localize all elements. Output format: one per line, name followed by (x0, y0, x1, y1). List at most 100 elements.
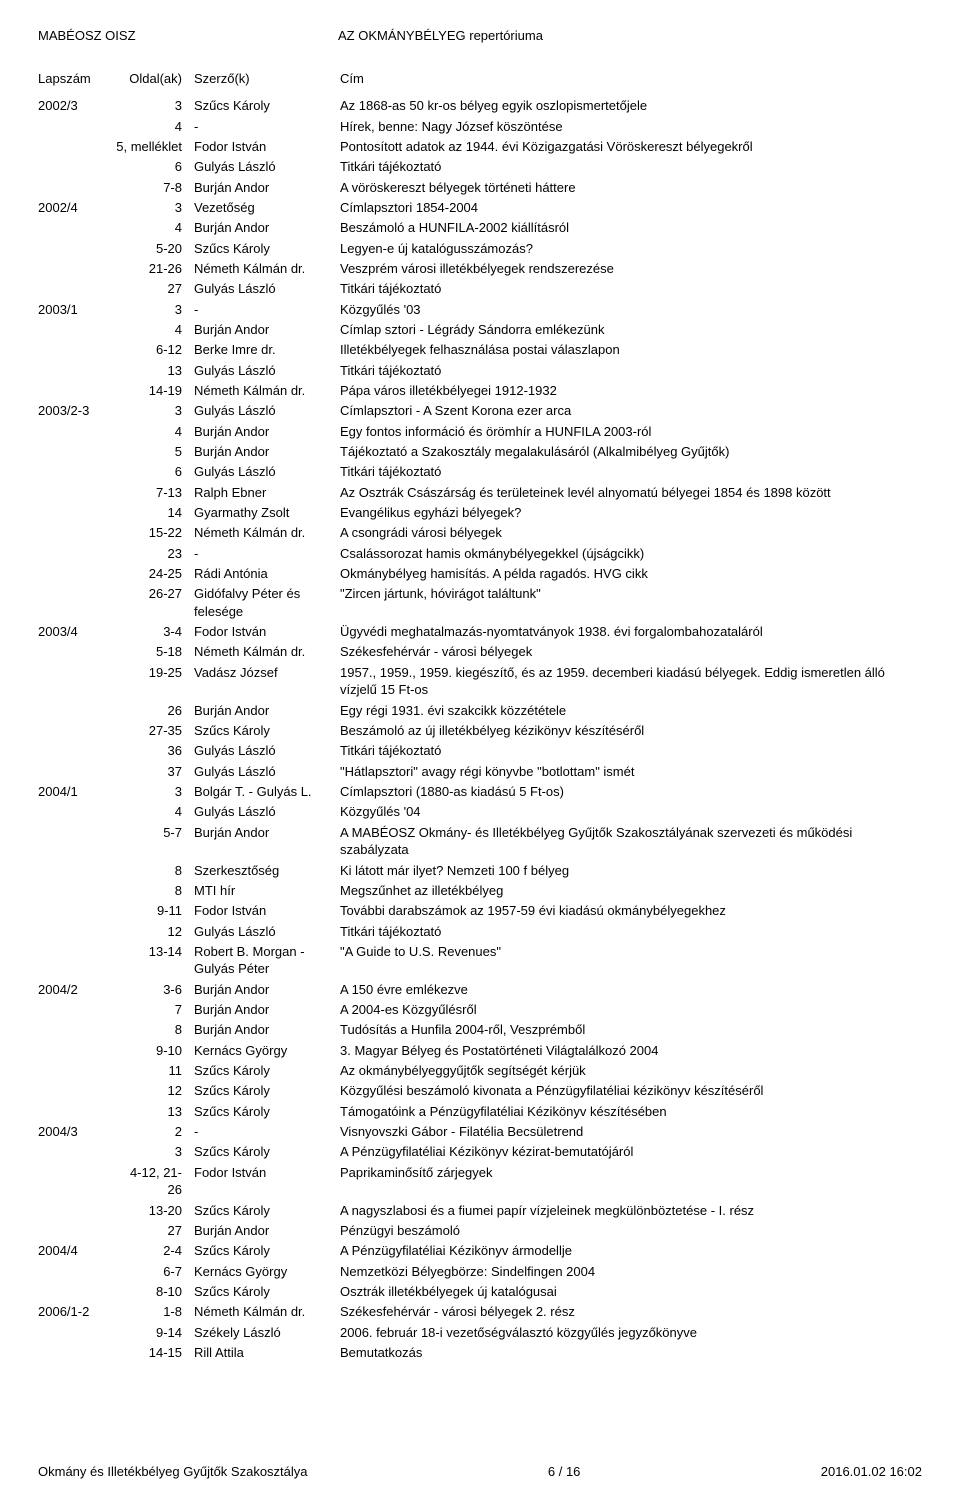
cell-szerzo: Gulyás László (194, 921, 340, 941)
cell-lapszam: 2006/1-2 (38, 1302, 116, 1322)
cell-oldal: 27-35 (116, 721, 194, 741)
cell-szerzo: Németh Kálmán dr. (194, 642, 340, 662)
cell-szerzo: Burján Andor (194, 700, 340, 720)
cell-szerzo: MTI hír (194, 880, 340, 900)
cell-lapszam (38, 238, 116, 258)
cell-oldal: 5, melléklet (116, 137, 194, 157)
cell-oldal: 13 (116, 1101, 194, 1121)
cell-szerzo: Németh Kálmán dr. (194, 523, 340, 543)
table-row: 4Burján AndorEgy fontos információ és ör… (38, 421, 922, 441)
cell-oldal: 6-7 (116, 1261, 194, 1281)
cell-szerzo: Burján Andor (194, 442, 340, 462)
cell-lapszam (38, 860, 116, 880)
table-row: 7-13Ralph EbnerAz Osztrák Császárság és … (38, 482, 922, 502)
cell-lapszam (38, 1281, 116, 1301)
cell-oldal: 4 (116, 116, 194, 136)
table-row: 8Burján AndorTudósítás a Hunfila 2004-rő… (38, 1020, 922, 1040)
cell-lapszam: 2003/4 (38, 622, 116, 642)
cell-oldal: 13-14 (116, 941, 194, 979)
table-row: 13Szűcs KárolyTámogatóink a Pénzügyfilat… (38, 1101, 922, 1121)
cell-oldal: 7-13 (116, 482, 194, 502)
cell-oldal: 9-11 (116, 901, 194, 921)
cell-szerzo: Gulyás László (194, 761, 340, 781)
table-row: 6-7Kernács GyörgyNemzetközi Bélyegbörze:… (38, 1261, 922, 1281)
cell-oldal: 7 (116, 1000, 194, 1020)
cell-szerzo: Rill Attila (194, 1342, 340, 1362)
cell-szerzo: Németh Kálmán dr. (194, 259, 340, 279)
cell-cim: Címlap sztori - Légrády Sándorra emlékez… (340, 320, 922, 340)
cell-lapszam (38, 279, 116, 299)
cell-oldal: 13 (116, 360, 194, 380)
cell-oldal: 9-14 (116, 1322, 194, 1342)
footer-center: 6 / 16 (548, 1464, 581, 1479)
cell-szerzo: Burján Andor (194, 822, 340, 860)
cell-oldal: 23 (116, 543, 194, 563)
cell-oldal: 9-10 (116, 1040, 194, 1060)
cell-lapszam: 2003/1 (38, 299, 116, 319)
table-row: 5, mellékletFodor IstvánPontosított adat… (38, 137, 922, 157)
cell-lapszam (38, 482, 116, 502)
cell-szerzo: Kernács György (194, 1040, 340, 1060)
cell-szerzo: Szerkesztőség (194, 860, 340, 880)
cell-lapszam (38, 177, 116, 197)
cell-oldal: 21-26 (116, 259, 194, 279)
cell-szerzo: Szűcs Károly (194, 1061, 340, 1081)
cell-szerzo: Szűcs Károly (194, 1241, 340, 1261)
cell-szerzo: Székely László (194, 1322, 340, 1342)
cell-oldal: 5 (116, 442, 194, 462)
table-row: 36Gulyás LászlóTitkári tájékoztató (38, 741, 922, 761)
table-row: 14-15Rill AttilaBemutatkozás (38, 1342, 922, 1362)
cell-lapszam: 2003/2-3 (38, 401, 116, 421)
cell-cim: Ki látott már ilyet? Nemzeti 100 f bélye… (340, 860, 922, 880)
table-row: 7Burján AndorA 2004-es Közgyűlésről (38, 1000, 922, 1020)
cell-oldal: 27 (116, 279, 194, 299)
cell-oldal: 3 (116, 401, 194, 421)
cell-oldal: 8-10 (116, 1281, 194, 1301)
cell-lapszam (38, 1000, 116, 1020)
cell-lapszam (38, 1020, 116, 1040)
cell-cim: "A Guide to U.S. Revenues" (340, 941, 922, 979)
header-right: AZ OKMÁNYBÉLYEG repertóriuma (338, 28, 543, 43)
cell-szerzo: Vezetőség (194, 198, 340, 218)
cell-lapszam: 2004/3 (38, 1122, 116, 1142)
table-row: 2004/13Bolgár T. - Gulyás L.Címlapsztori… (38, 782, 922, 802)
col-header-cim: Cím (340, 71, 922, 86)
cell-oldal: 3 (116, 299, 194, 319)
header-left: MABÉOSZ OISZ (38, 28, 338, 43)
cell-lapszam (38, 662, 116, 700)
cell-oldal: 11 (116, 1061, 194, 1081)
cell-oldal: 5-18 (116, 642, 194, 662)
cell-lapszam (38, 462, 116, 482)
cell-cim: Tájékoztató a Szakosztály megalakulásáró… (340, 442, 922, 462)
cell-szerzo: Burján Andor (194, 177, 340, 197)
cell-oldal: 4 (116, 320, 194, 340)
cell-cim: Közgyűlés '03 (340, 299, 922, 319)
cell-szerzo: Burján Andor (194, 1000, 340, 1020)
cell-cim: További darabszámok az 1957-59 évi kiadá… (340, 901, 922, 921)
cell-lapszam (38, 700, 116, 720)
table-row: 2002/43VezetőségCímlapsztori 1854-2004 (38, 198, 922, 218)
cell-szerzo: Fodor István (194, 1162, 340, 1200)
cell-cim: Nemzetközi Bélyegbörze: Sindelfingen 200… (340, 1261, 922, 1281)
cell-cim: Székesfehérvár - városi bélyegek (340, 642, 922, 662)
cell-cim: Okmánybélyeg hamisítás. A példa ragadós.… (340, 564, 922, 584)
cell-cim: Egy régi 1931. évi szakcikk közzététele (340, 700, 922, 720)
cell-szerzo: Szűcs Károly (194, 96, 340, 116)
cell-oldal: 3-6 (116, 979, 194, 999)
cell-lapszam (38, 584, 116, 622)
table-row: 6-12Berke Imre dr.Illetékbélyegek felhas… (38, 340, 922, 360)
cell-lapszam (38, 523, 116, 543)
cell-lapszam (38, 802, 116, 822)
cell-lapszam (38, 218, 116, 238)
cell-cim: A 2004-es Közgyűlésről (340, 1000, 922, 1020)
cell-lapszam (38, 340, 116, 360)
cell-oldal: 7-8 (116, 177, 194, 197)
cell-oldal: 14-19 (116, 381, 194, 401)
cell-szerzo: Gulyás László (194, 741, 340, 761)
cell-lapszam (38, 941, 116, 979)
table-row: 2004/32-Visnyovszki Gábor - Filatélia Be… (38, 1122, 922, 1142)
cell-cim: Evangélikus egyházi bélyegek? (340, 503, 922, 523)
cell-cim: Az 1868-as 50 kr-os bélyeg egyik oszlopi… (340, 96, 922, 116)
table-row: 4Burján AndorCímlap sztori - Légrády Sán… (38, 320, 922, 340)
cell-oldal: 2-4 (116, 1241, 194, 1261)
